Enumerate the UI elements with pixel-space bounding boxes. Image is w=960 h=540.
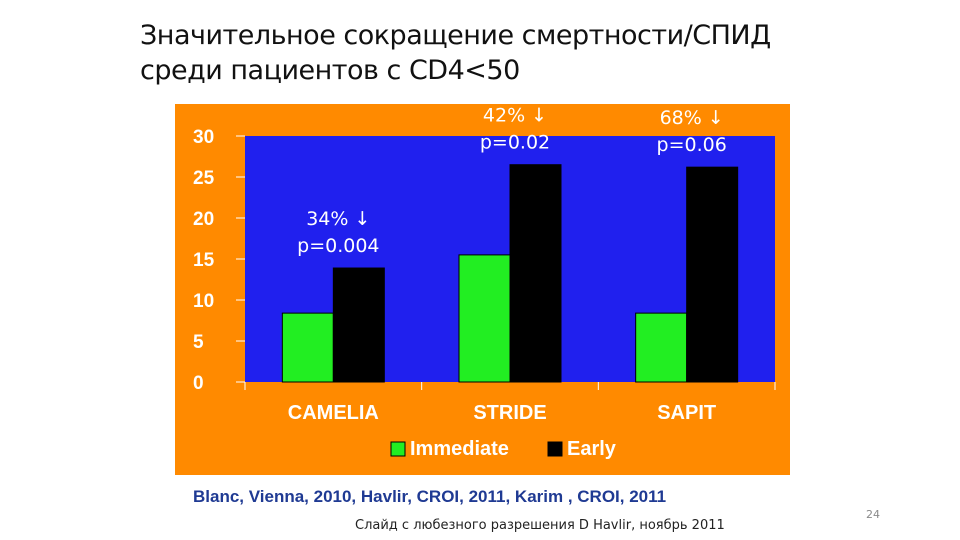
annotation-p-value: p=0.004 — [297, 235, 379, 257]
slide-title: Значительное сокращение смертности/СПИД … — [140, 18, 900, 88]
legend-swatch-immediate — [390, 441, 406, 457]
legend-label-early: Early — [567, 438, 617, 460]
bar-immediate-camelia — [281, 312, 334, 383]
y-tick-label: 30 — [193, 127, 214, 148]
page-number: 24 — [866, 508, 880, 521]
bar-immediate-stride — [458, 254, 511, 383]
x-category-label: CAMELIA — [288, 402, 379, 424]
legend-swatch-early — [547, 441, 563, 457]
y-tick-label: 25 — [193, 168, 215, 189]
y-tick-label: 10 — [193, 291, 214, 312]
chart-svg: 0 5 10 15 20 25 30 CAMELIA STRIDE SAPIT 34% ↓ p=0.0… — [175, 104, 790, 475]
bar-early-sapit — [686, 166, 739, 383]
annotation-reduction: 68% ↓ — [660, 107, 724, 129]
bar-immediate-sapit — [635, 312, 688, 383]
y-tick-label: 20 — [193, 209, 214, 230]
annotation-p-value: p=0.02 — [480, 132, 550, 154]
x-category-label: STRIDE — [473, 402, 546, 424]
citation-text: Blanc, Vienna, 2010, Havlir, CROI, 2011,… — [193, 487, 667, 506]
courtesy-text: Слайд с любезного разрешения D Havlir, н… — [355, 518, 725, 533]
legend-label-immediate: Immediate — [410, 438, 509, 460]
bar-early-camelia — [332, 267, 385, 383]
y-tick-label: 5 — [193, 332, 204, 353]
bar-early-stride — [509, 164, 562, 383]
annotation-reduction: 42% ↓ — [483, 105, 547, 127]
x-category-label: SAPIT — [657, 402, 716, 424]
title-line-1: Значительное сокращение смертности/СПИД — [140, 20, 771, 51]
annotation-p-value: p=0.06 — [657, 134, 727, 156]
annotation-reduction: 34% ↓ — [306, 208, 370, 230]
y-tick-label: 0 — [193, 373, 204, 394]
mortality-bar-chart: 0 5 10 15 20 25 30 CAMELIA STRIDE SAPIT 34% ↓ p=0.0… — [175, 104, 790, 475]
y-tick-label: 15 — [193, 250, 215, 271]
title-line-2: среди пациентов с CD4<50 — [140, 55, 520, 86]
